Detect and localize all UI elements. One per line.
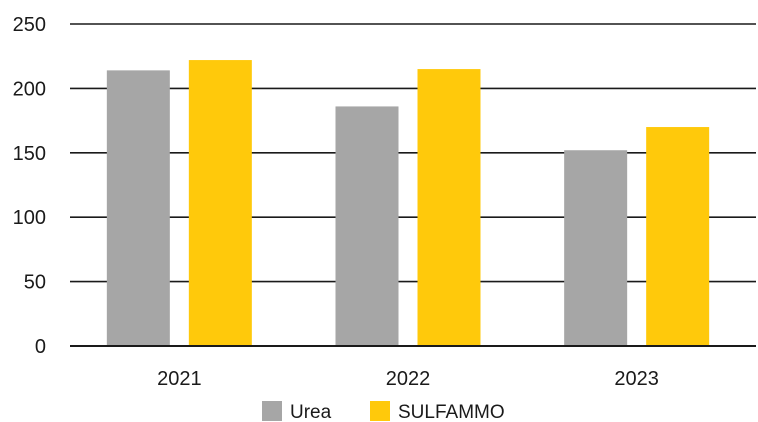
y-tick-label: 0 (35, 336, 46, 358)
y-tick-label: 100 (13, 207, 46, 229)
x-axis-categories: 2021 2022 2023 (157, 368, 659, 390)
y-axis-ticks: 0 50 100 150 200 250 (13, 14, 46, 358)
legend-label-urea: Urea (290, 402, 332, 422)
bar-sulfammo-2022 (417, 69, 481, 346)
legend: Urea SULFAMMO (262, 401, 505, 422)
legend-swatch-urea (262, 401, 282, 421)
y-tick-label: 200 (13, 78, 46, 100)
legend-label-sulfammo: SULFAMMO (398, 402, 505, 422)
bar-sulfammo-2023 (646, 127, 710, 346)
bars (70, 60, 756, 347)
y-tick-label: 150 (13, 143, 46, 165)
bar-urea-2021 (106, 70, 170, 347)
x-category-label: 2022 (386, 368, 431, 390)
y-tick-label: 50 (24, 272, 46, 294)
legend-swatch-sulfammo (370, 401, 390, 421)
bar-urea-2023 (564, 150, 628, 346)
x-category-label: 2021 (157, 368, 202, 390)
y-tick-label: 250 (13, 14, 46, 36)
bar-sulfammo-2021 (188, 60, 252, 347)
x-category-label: 2023 (614, 368, 659, 390)
bar-urea-2022 (335, 106, 399, 346)
